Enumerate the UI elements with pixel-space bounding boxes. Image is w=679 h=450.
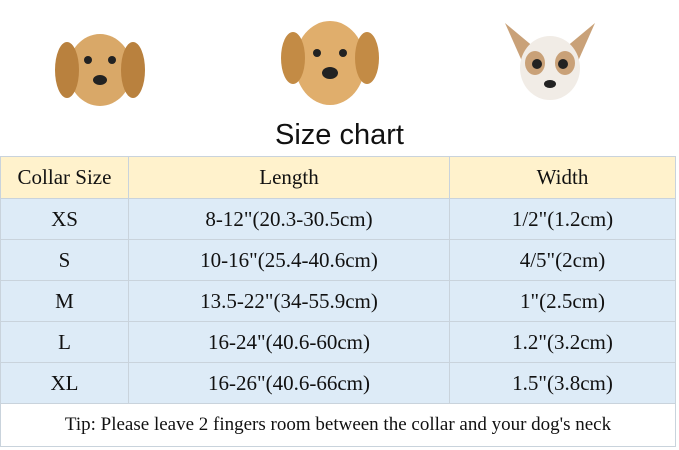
header-collar-size: Collar Size: [0, 156, 129, 199]
chihuahua-photo: [505, 23, 595, 100]
width-cell: 1/2"(1.2cm): [449, 198, 676, 240]
size-table: Collar Size Length Width XS 8-12"(20.3-30…: [0, 156, 676, 447]
width-cell: 1"(2.5cm): [449, 280, 676, 322]
length-cell: 16-26"(40.6-66cm): [128, 362, 450, 404]
tip-text: Tip: Please leave 2 fingers room between…: [0, 403, 676, 447]
table-row: M 13.5-22"(34-55.9cm) 1"(2.5cm): [0, 280, 676, 322]
width-cell: 1.2"(3.2cm): [449, 321, 676, 363]
puppy-photo-2: [281, 21, 379, 105]
length-cell: 8-12"(20.3-30.5cm): [128, 198, 450, 240]
width-cell: 1.5"(3.8cm): [449, 362, 676, 404]
size-cell: M: [0, 280, 129, 322]
size-cell: L: [0, 321, 129, 363]
table-row: S 10-16"(25.4-40.6cm) 4/5"(2cm): [0, 239, 676, 281]
tip-row: Tip: Please leave 2 fingers room between…: [0, 403, 676, 447]
header-length: Length: [128, 156, 450, 199]
length-cell: 16-24"(40.6-60cm): [128, 321, 450, 363]
table-row: XS 8-12"(20.3-30.5cm) 1/2"(1.2cm): [0, 198, 676, 240]
table-row: L 16-24"(40.6-60cm) 1.2"(3.2cm): [0, 321, 676, 363]
size-cell: S: [0, 239, 129, 281]
size-cell: XS: [0, 198, 129, 240]
puppy-photo-1: [55, 34, 145, 106]
length-cell: 10-16"(25.4-40.6cm): [128, 239, 450, 281]
dog-photos: [0, 0, 679, 115]
table-row: XL 16-26"(40.6-66cm) 1.5"(3.8cm): [0, 362, 676, 404]
length-cell: 13.5-22"(34-55.9cm): [128, 280, 450, 322]
table-header: Collar Size Length Width: [0, 156, 676, 199]
header-width: Width: [449, 156, 676, 199]
chart-title: Size chart: [275, 119, 404, 151]
size-cell: XL: [0, 362, 129, 404]
width-cell: 4/5"(2cm): [449, 239, 676, 281]
